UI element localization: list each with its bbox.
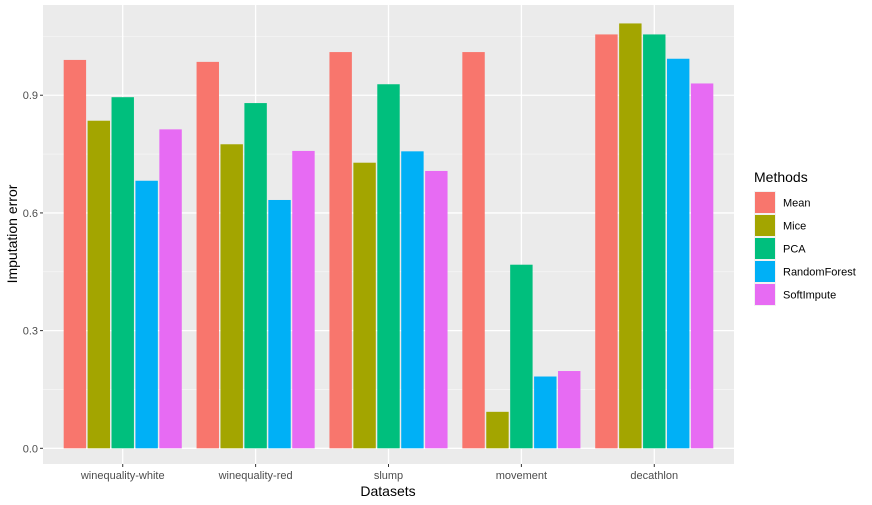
- bar-pca-decathlon: [643, 34, 666, 449]
- x-tick-label: decathlon: [630, 470, 678, 482]
- bar-mice-decathlon: [619, 23, 642, 449]
- bar-randomforest-winequality-white: [135, 180, 158, 449]
- bar-randomforest-decathlon: [666, 58, 690, 449]
- bar-mean-winequality-red: [196, 61, 219, 449]
- bar-randomforest-winequality-red: [268, 199, 291, 449]
- bar-pca-winequality-white: [111, 97, 134, 449]
- bar-mice-slump: [353, 162, 376, 449]
- y-axis: 0.0 0.3 0.6 0.9: [23, 90, 43, 455]
- bar-softimpute-slump: [425, 170, 448, 449]
- legend-swatch-mice: [755, 215, 775, 236]
- x-tick-label: winequality-white: [80, 470, 165, 482]
- legend-swatch-pca: [755, 238, 775, 259]
- legend-label: RandomForest: [783, 267, 856, 279]
- legend-label: PCA: [783, 244, 806, 256]
- legend-label: Mean: [783, 198, 811, 210]
- bar-softimpute-winequality-red: [292, 150, 315, 449]
- legend-title: Methods: [754, 169, 808, 185]
- bar-randomforest-slump: [401, 151, 424, 449]
- bar-mean-decathlon: [595, 34, 618, 449]
- bar-pca-movement: [510, 264, 533, 449]
- legend-label: SoftImpute: [783, 290, 836, 302]
- bar-mean-slump: [329, 52, 352, 449]
- legend-swatch-mean: [755, 192, 775, 213]
- y-axis-title: Imputation error: [4, 184, 20, 283]
- bar-mice-winequality-white: [87, 120, 111, 449]
- y-tick-label: 0.9: [23, 90, 38, 102]
- legend-label: Mice: [783, 221, 806, 233]
- legend-swatch-randomforest: [755, 261, 775, 282]
- bar-softimpute-movement: [558, 371, 581, 449]
- bar-softimpute-decathlon: [690, 83, 714, 449]
- bar-mice-movement: [486, 411, 509, 449]
- bar-randomforest-movement: [534, 376, 557, 449]
- x-axis: winequality-white winequality-red slump mov…: [80, 464, 678, 482]
- bar-softimpute-winequality-white: [159, 129, 182, 449]
- x-axis-title: Datasets: [360, 483, 415, 499]
- legend: Methods Mean Mice PCA RandomForest SoftImput…: [754, 169, 856, 306]
- x-tick-label: winequality-red: [218, 470, 293, 482]
- y-tick-label: 0.0: [23, 443, 38, 455]
- x-tick-label: slump: [374, 470, 403, 482]
- y-tick-label: 0.3: [23, 326, 38, 338]
- bar-pca-slump: [377, 84, 400, 449]
- bar-mean-movement: [462, 52, 485, 449]
- legend-swatch-softimpute: [755, 284, 775, 305]
- bar-pca-winequality-red: [244, 103, 267, 449]
- bar-mean-winequality-white: [63, 59, 87, 449]
- bar-mice-winequality-red: [220, 144, 243, 449]
- bars: [63, 23, 714, 449]
- x-tick-label: movement: [496, 470, 547, 482]
- y-tick-label: 0.6: [23, 208, 38, 220]
